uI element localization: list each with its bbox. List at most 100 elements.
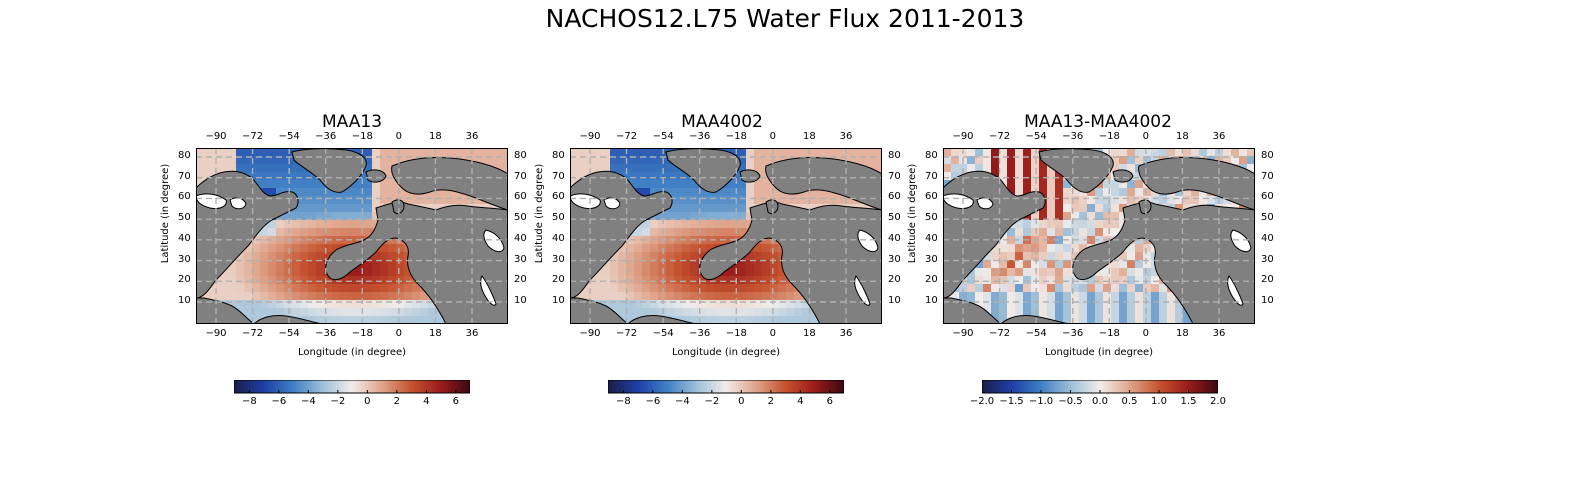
lat-tick-label-right: 40 bbox=[1261, 232, 1274, 244]
lat-tick-label-left: 50 bbox=[925, 212, 938, 224]
lat-tick-label-left: 30 bbox=[552, 253, 565, 265]
lon-tick-label-bottom: −18 bbox=[725, 328, 747, 339]
colorbar-tick-label: −2.0 bbox=[969, 396, 995, 407]
lat-tick-label-right: 30 bbox=[888, 253, 901, 265]
lat-tick-label-left: 30 bbox=[925, 253, 938, 265]
land-centralAm bbox=[570, 297, 629, 324]
colorbar-tick-label: 2 bbox=[767, 396, 775, 407]
lat-tick-label-right: 30 bbox=[1261, 253, 1274, 265]
lat-tick-label-left: 20 bbox=[178, 274, 191, 286]
colorbar-tick-label: −1.5 bbox=[999, 396, 1024, 407]
lon-tick-label-top: −72 bbox=[989, 131, 1011, 142]
lon-tick-label-bottom: 36 bbox=[465, 328, 479, 339]
colorbar-tick-label: 0 bbox=[364, 396, 371, 407]
lat-tick-label-right: 30 bbox=[514, 253, 527, 265]
lon-tick-label-top: 18 bbox=[803, 131, 816, 142]
lon-tick-label-bottom: 18 bbox=[1176, 328, 1189, 339]
lat-tick-label-right: 20 bbox=[888, 274, 901, 286]
lon-tick-label-top: −54 bbox=[1025, 131, 1047, 142]
land-uk bbox=[765, 199, 779, 215]
colorbar-tick-label: −6 bbox=[645, 396, 661, 407]
land-centralAm bbox=[943, 297, 1002, 324]
lon-tick-label-top: −72 bbox=[616, 131, 638, 142]
lon-tick-label-bottom: −54 bbox=[278, 328, 300, 339]
colorbar-tick-label: 1.0 bbox=[1151, 396, 1167, 407]
lat-tick-label-left: 70 bbox=[178, 170, 191, 182]
lat-tick-label-right: 60 bbox=[514, 191, 527, 203]
lon-tick-label-bottom: −90 bbox=[952, 328, 974, 339]
lat-tick-label-left: 80 bbox=[552, 150, 565, 161]
land-europeAfrica bbox=[699, 201, 882, 324]
lon-tick-label-top: −90 bbox=[579, 131, 601, 142]
figure-title: NACHOS12.L75 Water Flux 2011-2013 bbox=[545, 4, 1025, 33]
lat-tick-label-left: 60 bbox=[178, 191, 191, 203]
colorbar-tick-label: 4 bbox=[797, 396, 804, 407]
lat-tick-label-right: 50 bbox=[888, 212, 901, 224]
lon-tick-label-top: −18 bbox=[725, 131, 747, 142]
lon-tick-label-top: 36 bbox=[839, 131, 853, 142]
colorbar-tick-label: −6 bbox=[271, 396, 287, 407]
land-scandinavia bbox=[391, 157, 508, 211]
land-greenland bbox=[291, 148, 367, 193]
lon-tick-label-top: 36 bbox=[465, 131, 479, 142]
lon-tick-label-top: 0 bbox=[769, 131, 777, 142]
lon-tick-label-bottom: −72 bbox=[989, 328, 1011, 339]
panel-title: MAA13-MAA4002 bbox=[1024, 112, 1172, 132]
lon-tick-label-top: 0 bbox=[395, 131, 403, 142]
y-axis-label: Latitude (in degree) bbox=[534, 163, 546, 264]
lon-tick-label-bottom: −54 bbox=[652, 328, 674, 339]
lon-tick-label-top: −36 bbox=[1062, 131, 1084, 142]
lat-tick-label-right: 20 bbox=[1261, 274, 1274, 286]
lat-tick-label-left: 30 bbox=[178, 253, 191, 265]
lon-tick-label-top: 18 bbox=[1176, 131, 1189, 142]
colorbar-tick-label: 2.0 bbox=[1210, 396, 1226, 407]
lat-tick-label-right: 80 bbox=[514, 150, 527, 161]
colorbar-tick-label: 2 bbox=[393, 396, 401, 407]
lat-tick-label-left: 10 bbox=[552, 295, 565, 306]
lon-tick-label-bottom: 0 bbox=[395, 328, 403, 339]
lat-tick-label-right: 60 bbox=[1261, 191, 1274, 203]
colorbar bbox=[608, 380, 844, 394]
colorbar-tick-label: −8 bbox=[615, 396, 631, 407]
lon-tick-label-top: −90 bbox=[205, 131, 227, 142]
lon-tick-label-bottom: 0 bbox=[769, 328, 777, 339]
lon-tick-label-top: −36 bbox=[689, 131, 711, 142]
colorbar-tick-label: 0 bbox=[738, 396, 745, 407]
lon-tick-label-top: 36 bbox=[1212, 131, 1226, 142]
colorbar-tick-label: 6 bbox=[826, 396, 834, 407]
lat-tick-label-left: 50 bbox=[552, 212, 565, 224]
lat-tick-label-right: 60 bbox=[888, 191, 901, 203]
land-uk bbox=[1138, 199, 1152, 215]
lon-tick-label-bottom: −72 bbox=[242, 328, 264, 339]
map-panel-difference bbox=[943, 148, 1255, 324]
colorbar-tick-label: −0.5 bbox=[1058, 396, 1083, 407]
lon-tick-label-bottom: −36 bbox=[689, 328, 711, 339]
land-greenland bbox=[665, 148, 741, 193]
land-southAmerica bbox=[1000, 315, 1070, 324]
land-iceland bbox=[739, 169, 761, 183]
panel-title: MAA4002 bbox=[681, 112, 763, 132]
lat-tick-label-left: 10 bbox=[925, 295, 938, 306]
colorbar-tick-label: −4 bbox=[674, 396, 690, 407]
lat-tick-label-right: 80 bbox=[888, 150, 901, 161]
map-panel-maa13 bbox=[196, 148, 508, 324]
lon-tick-label-bottom: 36 bbox=[1212, 328, 1226, 339]
lat-tick-label-right: 10 bbox=[888, 295, 901, 306]
lon-tick-label-bottom: −72 bbox=[616, 328, 638, 339]
lat-tick-label-right: 10 bbox=[514, 295, 527, 306]
colorbar-tick-label: −8 bbox=[241, 396, 257, 407]
lat-tick-label-right: 80 bbox=[1261, 150, 1274, 161]
land-europeAfrica bbox=[325, 201, 508, 324]
lon-tick-label-top: 0 bbox=[1142, 131, 1150, 142]
lat-tick-label-right: 20 bbox=[514, 274, 527, 286]
lon-tick-label-bottom: −90 bbox=[579, 328, 601, 339]
colorbar-tick-label: 1.5 bbox=[1180, 396, 1197, 407]
colorbar-tick-label: −2 bbox=[330, 396, 346, 407]
lat-tick-label-right: 70 bbox=[1261, 170, 1274, 182]
panel-title: MAA13 bbox=[321, 112, 383, 132]
lon-tick-label-bottom: −90 bbox=[205, 328, 227, 339]
colorbar-tick-label: −4 bbox=[300, 396, 316, 407]
colorbar-tick-label: −2 bbox=[704, 396, 720, 407]
colorbar-gradient bbox=[608, 380, 844, 394]
land-iceland bbox=[365, 169, 387, 183]
